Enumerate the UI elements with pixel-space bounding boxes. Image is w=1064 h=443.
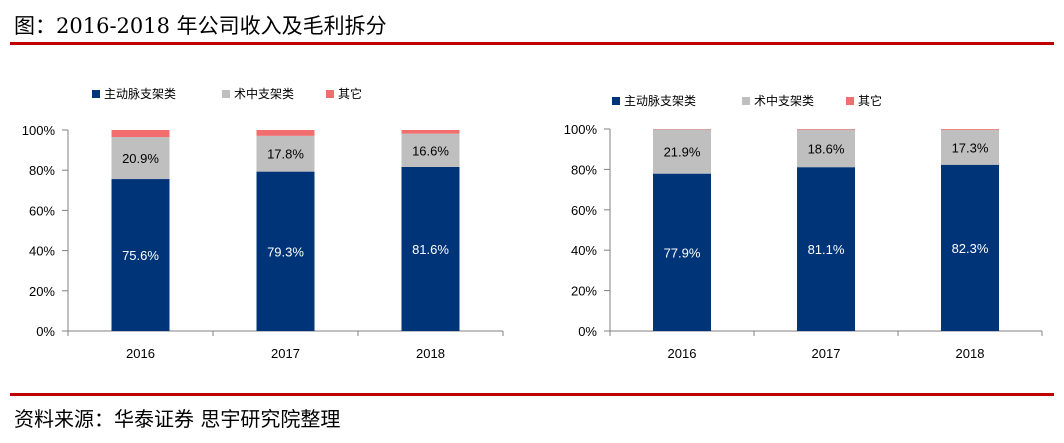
rev-bar-2018-series-1	[401, 133, 460, 167]
source-divider	[10, 393, 1054, 396]
rev-bar-2016-series-2	[111, 130, 170, 138]
gp-bar-2016-series-1	[653, 129, 711, 174]
rev-bar-2018-series-0	[401, 166, 460, 331]
gp-data-label-2017-series-1: 18.6%	[808, 141, 845, 156]
gp-data-label-2016-series-1: 21.9%	[664, 145, 701, 160]
rev-y-tick-label-3: 60%	[29, 203, 55, 218]
rev-data-label-2018-series-1: 16.6%	[412, 143, 449, 158]
rev-legend-label-0: 主动脉支架类	[104, 86, 176, 101]
gp-bar-2016-series-0	[653, 173, 711, 331]
gp-bar-2018-series-0	[941, 164, 999, 331]
gp-data-label-2017-series-0: 81.1%	[808, 242, 845, 257]
rev-bar-2018-series-2	[401, 130, 460, 134]
rev-data-label-2018-series-0: 81.6%	[412, 242, 449, 257]
rev-data-label-2016-series-0: 75.6%	[122, 248, 159, 263]
rev-x-tick-label-1: 2017	[271, 346, 300, 361]
gp-y-tick-label-4: 80%	[571, 162, 597, 177]
gp-y-tick-label-0: 0%	[578, 324, 597, 339]
rev-legend-label-1: 术中支架类	[234, 86, 294, 101]
gp-bar-2018-series-2	[941, 129, 999, 130]
gp-legend-swatch-0	[612, 97, 620, 105]
gp-legend-swatch-2	[846, 97, 854, 105]
gp-data-label-2018-series-1: 17.3%	[952, 140, 989, 155]
page-title: 图：2016-2018 年公司收入及毛利拆分	[14, 14, 387, 38]
rev-x-tick-label-2: 2018	[416, 346, 445, 361]
gp-bar-2017-series-1	[797, 129, 855, 168]
gp-y-tick-label-3: 60%	[571, 203, 597, 218]
gp-x-tick-label-0: 2016	[668, 346, 697, 361]
rev-data-label-2017-series-1: 17.8%	[267, 147, 304, 162]
rev-y-tick-label-5: 100%	[22, 123, 56, 138]
gp-data-label-2018-series-0: 82.3%	[952, 241, 989, 256]
gp-y-tick-label-5: 100%	[564, 122, 598, 137]
gp-y-tick-label-1: 20%	[571, 284, 597, 299]
rev-y-tick-label-2: 40%	[29, 244, 55, 259]
gp-legend-swatch-1	[742, 97, 750, 105]
rev-y-tick-label-1: 20%	[29, 284, 55, 299]
rev-legend-swatch-2	[326, 90, 334, 98]
rev-x-tick-label-0: 2016	[126, 346, 155, 361]
gp-x-tick-label-2: 2018	[956, 346, 985, 361]
gp-legend-label-1: 术中支架类	[754, 93, 814, 108]
title-divider	[10, 42, 1054, 45]
gp-y-tick-label-2: 40%	[571, 243, 597, 258]
rev-legend-swatch-1	[222, 90, 230, 98]
gp-bar-2017-series-0	[797, 167, 855, 331]
rev-bar-2017-series-2	[256, 130, 315, 136]
source-note: 资料来源：华泰证券 思宇研究院整理	[14, 407, 341, 431]
gp-bar-2017-series-2	[797, 129, 855, 130]
rev-y-tick-label-4: 80%	[29, 163, 55, 178]
gp-legend-label-2: 其它	[858, 93, 882, 108]
gp-data-label-2016-series-0: 77.9%	[664, 245, 701, 260]
rev-y-tick-label-0: 0%	[36, 324, 55, 339]
rev-bar-2017-series-1	[256, 135, 315, 172]
rev-data-label-2016-series-1: 20.9%	[122, 151, 159, 166]
gp-bar-2018-series-1	[941, 129, 999, 165]
rev-data-label-2017-series-0: 79.3%	[267, 244, 304, 259]
rev-bar-2016-series-1	[111, 137, 170, 180]
rev-legend-swatch-0	[92, 90, 100, 98]
rev-legend-label-2: 其它	[338, 86, 362, 101]
gp-legend-label-0: 主动脉支架类	[624, 93, 696, 108]
gp-x-tick-label-1: 2017	[812, 346, 841, 361]
rev-bar-2016-series-0	[111, 179, 170, 331]
rev-bar-2017-series-0	[256, 171, 315, 331]
